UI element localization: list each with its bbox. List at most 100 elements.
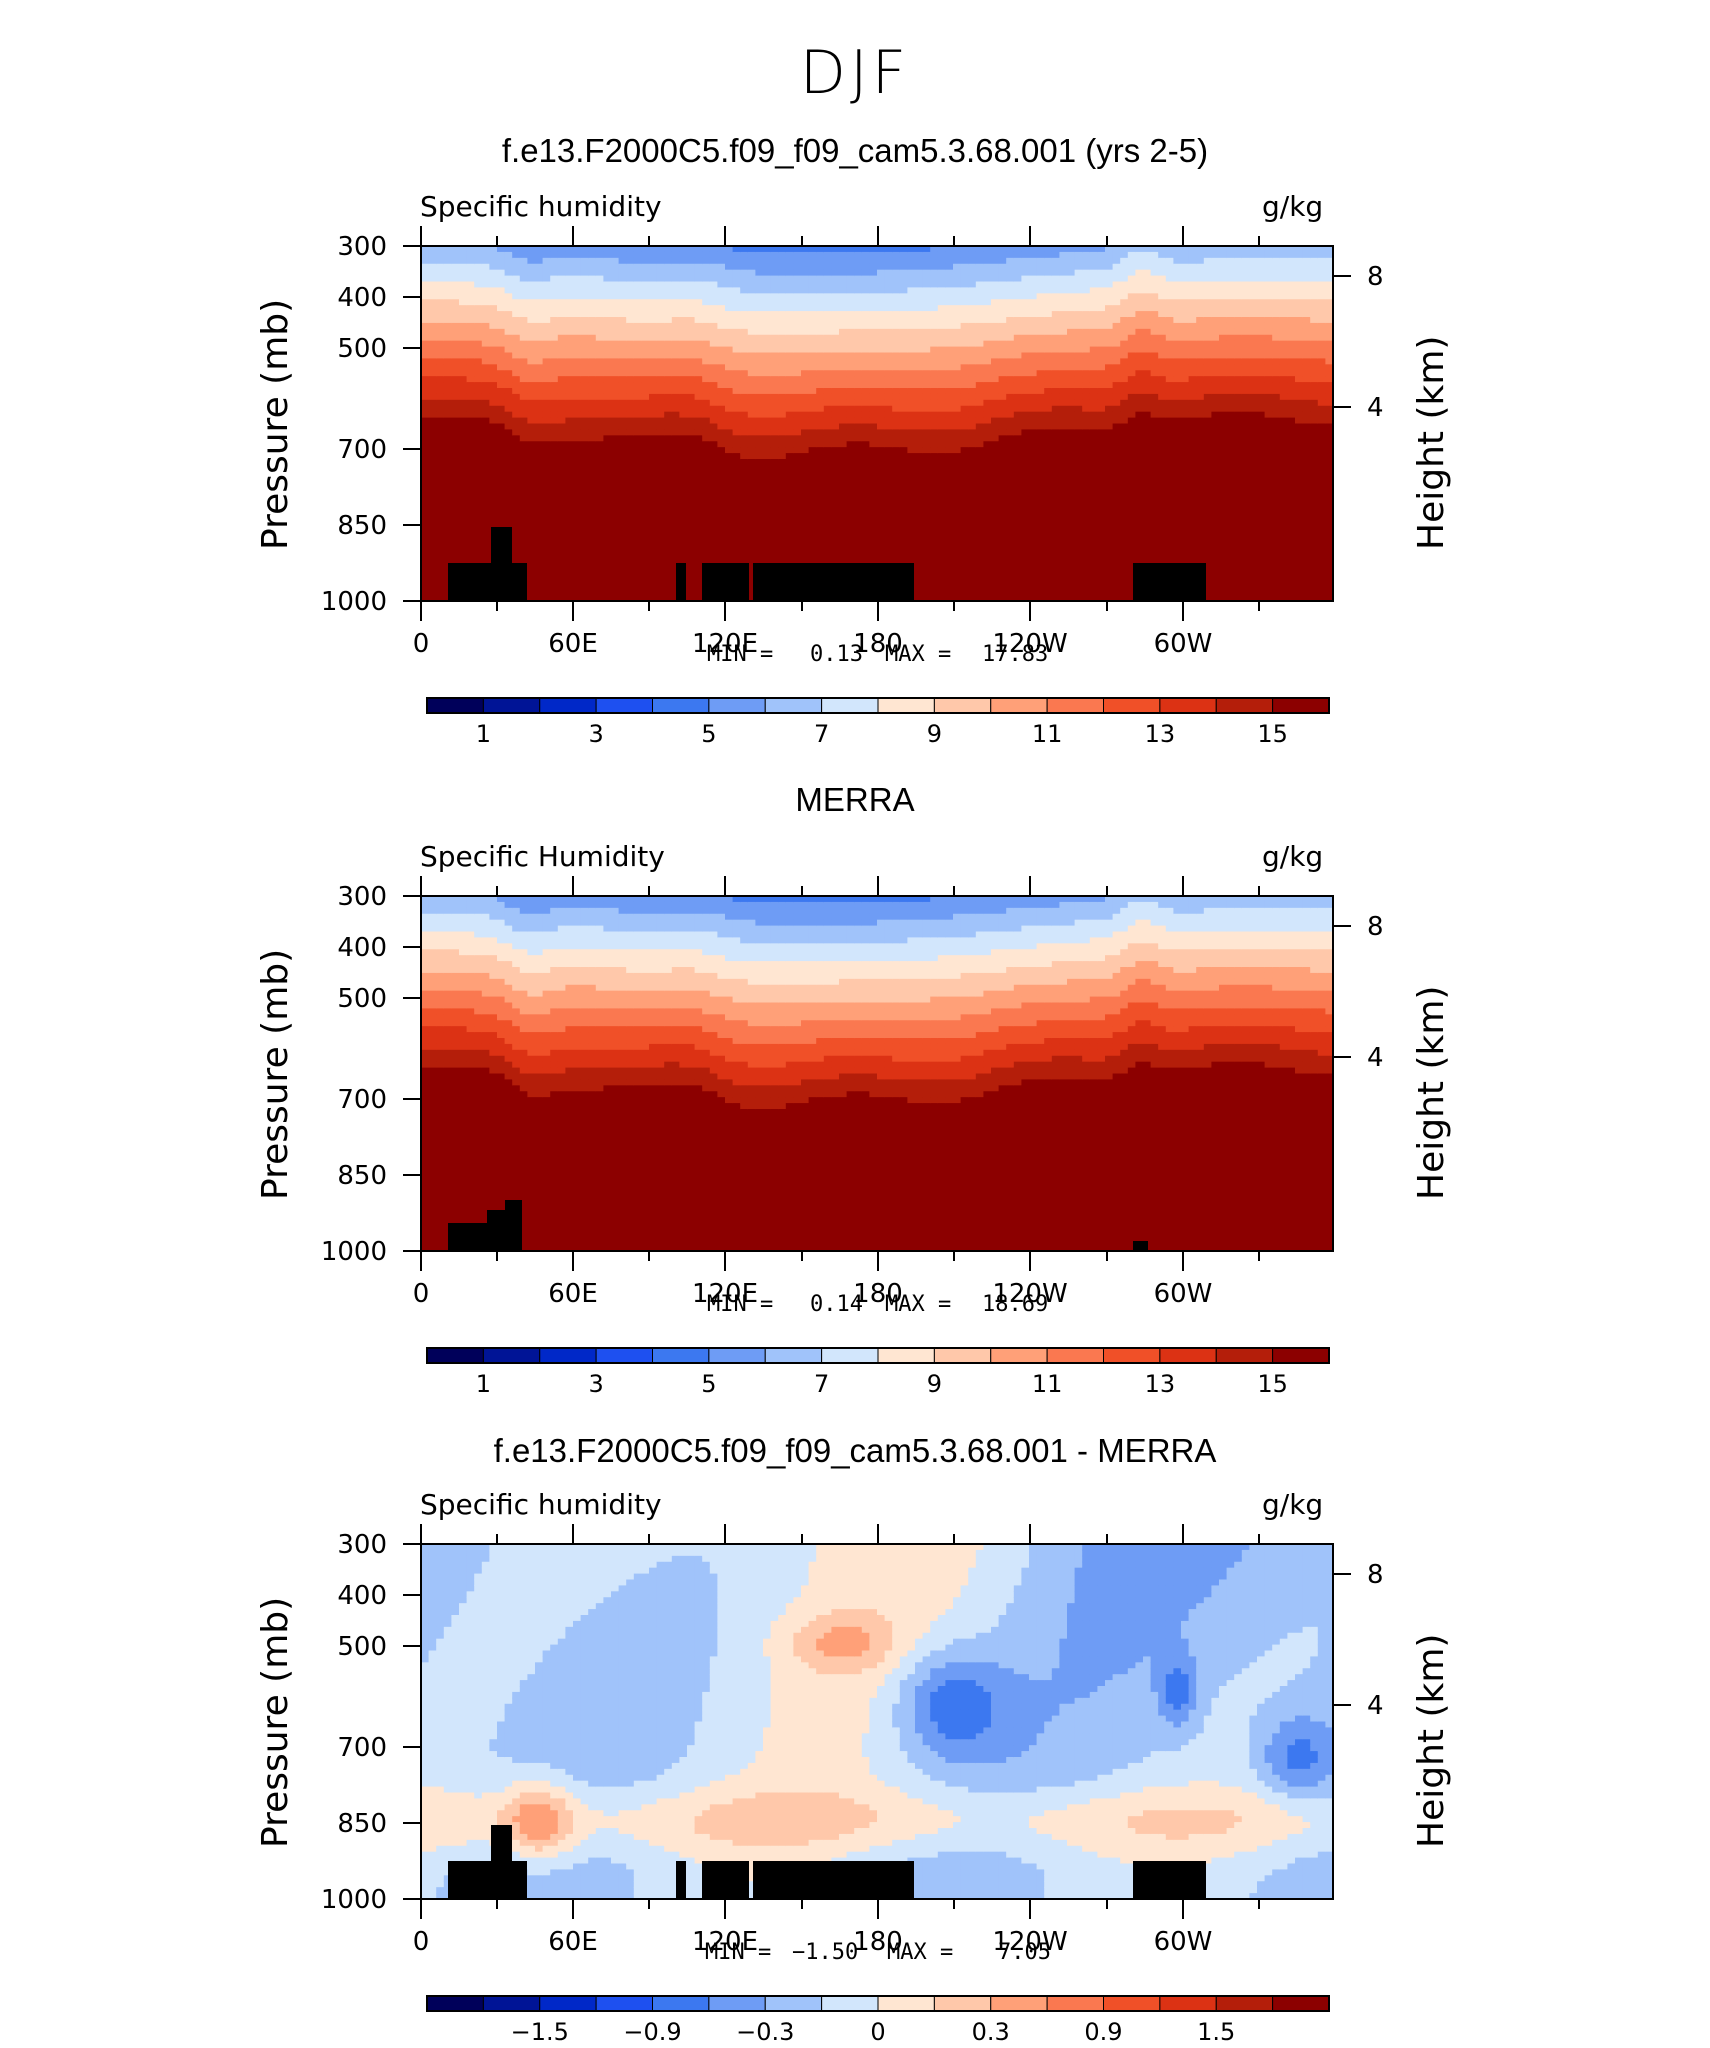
field-cell [527, 293, 536, 300]
field-cell [573, 565, 582, 573]
field-cell [960, 453, 969, 460]
field-cell [1006, 459, 1015, 466]
field-cell [877, 305, 886, 312]
field-cell [671, 530, 680, 537]
field-cell [899, 334, 908, 342]
field-cell [991, 435, 1000, 442]
field-cell [1044, 281, 1053, 289]
field-cell [884, 423, 893, 431]
field-cell [565, 429, 574, 436]
field-cell [937, 447, 946, 454]
field-cell [839, 251, 848, 259]
field-cell [451, 411, 460, 419]
field-cell [489, 364, 498, 371]
field-cell [542, 299, 551, 306]
field-cell [725, 405, 734, 413]
field-cell [770, 488, 779, 496]
field-cell [1036, 281, 1045, 289]
field-cell [421, 541, 430, 549]
field-cell [664, 269, 673, 277]
field-cell [937, 441, 946, 448]
field-cell [877, 322, 886, 330]
field-cell [907, 553, 916, 561]
field-cell [991, 423, 1000, 431]
field-cell [991, 506, 1000, 513]
field-cell [687, 399, 696, 407]
field-cell [1006, 317, 1015, 324]
field-cell [975, 488, 984, 496]
field-cell [915, 257, 924, 265]
field-cell [778, 518, 787, 525]
field-cell [922, 553, 931, 561]
field-cell [740, 317, 749, 324]
field-cell [839, 352, 848, 360]
field-cell [565, 518, 574, 525]
field-cell [1021, 411, 1030, 419]
field-cell [945, 530, 954, 537]
field-cell [816, 399, 825, 407]
field-cell [1006, 512, 1015, 519]
field-cell [709, 287, 718, 294]
field-cell [922, 500, 931, 507]
field-cell [1013, 411, 1022, 419]
field-cell [641, 322, 650, 330]
field-cell [618, 281, 627, 289]
field-cell [869, 275, 878, 283]
field-cell [1029, 494, 1038, 502]
field-cell [801, 358, 810, 365]
field-cell [504, 405, 513, 413]
field-cell [1036, 506, 1045, 513]
field-cell [519, 411, 528, 419]
field-cell [998, 595, 1007, 602]
field-cell [618, 459, 627, 466]
field-cell [451, 512, 460, 519]
field-cell [679, 488, 688, 496]
field-cell [732, 251, 741, 259]
field-cell [671, 257, 680, 265]
field-cell [725, 423, 734, 431]
field-cell [694, 405, 703, 413]
field-cell [443, 494, 452, 502]
field-cell [687, 322, 696, 330]
field-cell [542, 399, 551, 407]
field-cell [504, 370, 513, 377]
field-cell [778, 287, 787, 294]
field-cell [679, 269, 688, 277]
field-cell [451, 405, 460, 413]
field-cell [998, 305, 1007, 312]
field-cell [793, 429, 802, 436]
field-cell [854, 530, 863, 537]
field-cell [641, 429, 650, 436]
field-cell [869, 405, 878, 413]
field-cell [443, 417, 452, 425]
field-cell [603, 281, 612, 289]
field-cell [687, 364, 696, 371]
field-cell [846, 417, 855, 425]
field-cell [679, 317, 688, 324]
field-cell [1029, 317, 1038, 324]
field-cell [808, 559, 817, 567]
field-cell [626, 317, 635, 324]
field-cell [960, 328, 969, 336]
field-cell [595, 547, 604, 555]
field-cell [497, 269, 506, 277]
field-cell [945, 476, 954, 484]
field-cell [975, 524, 984, 531]
field-cell [633, 334, 642, 342]
field-cell [1036, 423, 1045, 431]
field-cell [945, 500, 954, 507]
field-cell [535, 281, 544, 289]
field-cell [504, 500, 513, 507]
field-cell [671, 506, 680, 513]
field-cell [770, 535, 779, 543]
field-cell [831, 317, 840, 324]
field-cell [512, 340, 521, 348]
field-cell [937, 589, 946, 596]
field-cell [1036, 346, 1045, 354]
field-cell [535, 269, 544, 277]
field-cell [1013, 364, 1022, 371]
field-cell [793, 399, 802, 407]
field-cell [892, 429, 901, 436]
field-cell [960, 553, 969, 561]
field-cell [998, 512, 1007, 519]
